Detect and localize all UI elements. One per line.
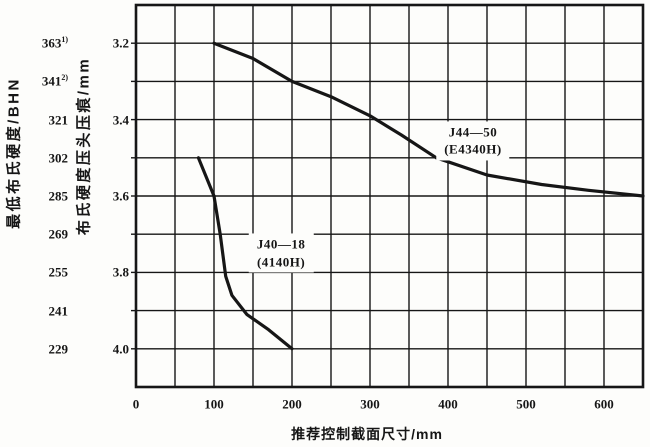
y-tick-label-bhn: 3631)	[41, 35, 68, 51]
series-label-j44-50: J44—50 (E4340H)	[436, 121, 510, 161]
x-axis-title: 推荐控制截面尺寸/mm	[291, 426, 443, 442]
y-tick-label-indent: 3.4	[112, 112, 129, 128]
x-tick-label: 500	[516, 396, 536, 412]
y-tick-label-bhn: 269	[48, 226, 69, 242]
series-name: J44—50	[448, 124, 498, 140]
y-tick-label-indent: 4.0	[112, 341, 129, 357]
x-tick-label: 300	[360, 396, 380, 412]
x-tick-label: 0	[132, 396, 140, 412]
y-tick-label-indent: 3.2	[112, 35, 129, 51]
y-tick-label-bhn: 229	[48, 341, 69, 357]
y-tick-label-bhn: 3412)	[41, 73, 68, 89]
x-tick-label: 400	[438, 396, 458, 412]
series-grade: (4140H)	[256, 254, 306, 270]
y-tick-label-bhn: 302	[48, 150, 69, 166]
y-tick-label-bhn: 321	[48, 112, 69, 128]
x-tick-label: 600	[594, 396, 614, 412]
y-tick-label-indent: 3.8	[112, 264, 129, 280]
x-tick-label: 200	[282, 396, 302, 412]
y-tick-label-bhn: 255	[48, 264, 69, 280]
y-axis-title-indent: 布氏硬度压头压痕/mm	[75, 56, 93, 236]
series-label-j40-18: J40—18 (4140H)	[248, 233, 314, 273]
series-curve-0	[212, 41, 645, 198]
y-tick-label-indent: 3.6	[112, 188, 129, 204]
series-grade: (E4340H)	[444, 141, 502, 157]
series-curve-1	[196, 156, 294, 351]
x-tick-label: 100	[204, 396, 224, 412]
y-axis-title-bhn: 最低布氏硬度/BHN	[5, 77, 23, 229]
y-tick-label-bhn: 241	[48, 303, 69, 319]
y-tick-label-bhn: 285	[48, 188, 69, 204]
series-name: J40—18	[256, 236, 306, 252]
